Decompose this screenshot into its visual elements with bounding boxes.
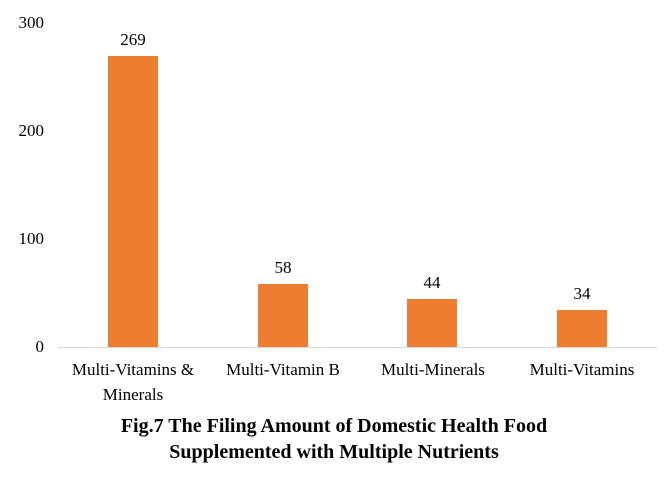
x-axis-category-label: Multi-Vitamins & Minerals [71, 360, 195, 404]
y-axis-tick-label: 0 [35, 337, 45, 356]
bar-value-label: 58 [274, 258, 292, 277]
bar-3 [557, 310, 607, 347]
chart-title-line-1: Fig.7 The Filing Amount of Domestic Heal… [120, 415, 548, 437]
bar-0 [108, 56, 158, 347]
x-axis-category-label: Multi-Vitamins [529, 360, 635, 379]
bar-1 [258, 284, 308, 347]
y-axis-tick-label: 200 [18, 121, 45, 140]
y-axis-tick-label: 100 [18, 229, 45, 248]
y-axis-tick-label: 300 [18, 13, 45, 32]
chart-title-line-2: Supplemented with Multiple Nutrients [169, 441, 499, 463]
x-axis-category-label: Multi-Vitamin B [226, 360, 340, 379]
bar-2 [407, 299, 457, 347]
chart-title: Fig.7 The Filing Amount of Domestic Heal… [0, 413, 668, 465]
x-axis-category-label: Multi-Minerals [381, 360, 485, 379]
x-axis-line [58, 347, 657, 348]
bar-value-label: 44 [423, 273, 441, 292]
bar-value-label: 269 [120, 30, 146, 49]
bar-value-label: 34 [573, 284, 591, 303]
